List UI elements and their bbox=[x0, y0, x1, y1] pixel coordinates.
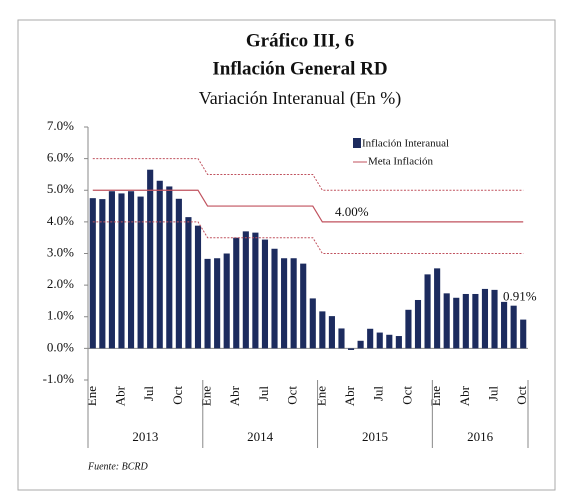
legend-label: Inflación Interanual bbox=[362, 138, 449, 150]
year-label: 2016 bbox=[467, 429, 494, 444]
bar bbox=[290, 258, 297, 349]
y-tick-label: 1.0% bbox=[47, 308, 74, 323]
bar bbox=[223, 253, 230, 349]
bar bbox=[261, 239, 269, 349]
meta-line bbox=[92, 221, 524, 254]
bar bbox=[137, 196, 144, 349]
y-tick-label: 5.0% bbox=[47, 181, 74, 196]
bar bbox=[194, 225, 202, 349]
x-tick-label: Oct bbox=[170, 386, 185, 405]
bar bbox=[89, 198, 96, 349]
bar bbox=[481, 288, 489, 349]
source: Fuente: BCRD bbox=[87, 461, 148, 472]
bar bbox=[443, 293, 450, 349]
year-label: 2013 bbox=[132, 429, 158, 444]
bar bbox=[386, 334, 393, 349]
chart-title: Gráfico III, 6 bbox=[246, 30, 354, 51]
bar bbox=[204, 258, 211, 349]
bar bbox=[453, 297, 460, 349]
x-tick-label: Ene bbox=[199, 386, 214, 406]
bar bbox=[462, 293, 469, 349]
chart-subtitle: Variación Interanual (En %) bbox=[199, 88, 401, 109]
bar bbox=[300, 263, 307, 349]
y-tick-label: 7.0% bbox=[47, 118, 74, 133]
bar bbox=[405, 309, 412, 349]
y-tick-label: -1.0% bbox=[43, 371, 75, 386]
bar bbox=[118, 193, 125, 349]
x-tick-label: Jul bbox=[371, 386, 386, 402]
bar bbox=[185, 217, 192, 349]
bar bbox=[242, 231, 249, 349]
bar bbox=[491, 289, 498, 349]
annotation: 0.91% bbox=[503, 289, 537, 304]
x-tick-label: Jul bbox=[256, 386, 271, 402]
meta-line bbox=[92, 189, 524, 223]
bar bbox=[520, 319, 527, 349]
chart-subtitle: Inflación General RD bbox=[212, 58, 387, 79]
bar bbox=[328, 316, 335, 349]
annotation: 4.00% bbox=[335, 204, 369, 219]
bar bbox=[156, 180, 163, 349]
x-tick-label: Ene bbox=[313, 386, 328, 406]
bar bbox=[252, 232, 259, 349]
bar bbox=[395, 336, 402, 349]
bar bbox=[434, 268, 441, 349]
bar bbox=[214, 258, 221, 349]
bar bbox=[376, 332, 383, 349]
y-tick-label: 3.0% bbox=[47, 244, 74, 259]
bar bbox=[175, 198, 182, 349]
bar bbox=[281, 258, 288, 349]
bar bbox=[147, 169, 154, 349]
bar bbox=[357, 340, 364, 349]
bar bbox=[127, 191, 135, 349]
x-tick-label: Jul bbox=[141, 386, 156, 402]
legend-label: Meta Inflación bbox=[368, 156, 434, 168]
legend-swatch bbox=[353, 138, 361, 148]
x-tick-label: Abr bbox=[457, 385, 472, 406]
meta-line bbox=[92, 158, 524, 191]
bar bbox=[166, 186, 173, 349]
bar bbox=[414, 299, 422, 349]
x-tick-label: Abr bbox=[227, 385, 242, 406]
bar bbox=[319, 311, 326, 349]
bar bbox=[338, 328, 345, 349]
frame bbox=[17, 19, 556, 491]
y-tick-label: 0.0% bbox=[47, 339, 74, 354]
year-label: 2014 bbox=[247, 429, 274, 444]
bar bbox=[233, 237, 240, 349]
x-tick-label: Ene bbox=[428, 386, 443, 406]
x-tick-label: Abr bbox=[112, 385, 127, 406]
y-tick-label: 6.0% bbox=[47, 150, 74, 165]
bar bbox=[501, 301, 508, 349]
bar bbox=[510, 305, 517, 349]
x-tick-label: Oct bbox=[514, 386, 529, 405]
bar bbox=[271, 248, 278, 349]
bar bbox=[108, 191, 115, 349]
x-tick-label: Oct bbox=[399, 386, 414, 405]
bar bbox=[99, 199, 106, 349]
year-label: 2015 bbox=[362, 429, 388, 444]
x-tick-label: Ene bbox=[84, 386, 99, 406]
x-tick-label: Jul bbox=[486, 386, 501, 402]
bar bbox=[472, 293, 479, 349]
bar bbox=[367, 328, 374, 349]
bar bbox=[424, 274, 431, 349]
bar bbox=[347, 348, 355, 350]
y-tick-label: 2.0% bbox=[47, 276, 74, 291]
x-tick-label: Oct bbox=[285, 386, 300, 405]
bar bbox=[309, 298, 316, 349]
y-tick-label: 4.0% bbox=[47, 213, 74, 228]
x-tick-label: Abr bbox=[342, 385, 357, 406]
